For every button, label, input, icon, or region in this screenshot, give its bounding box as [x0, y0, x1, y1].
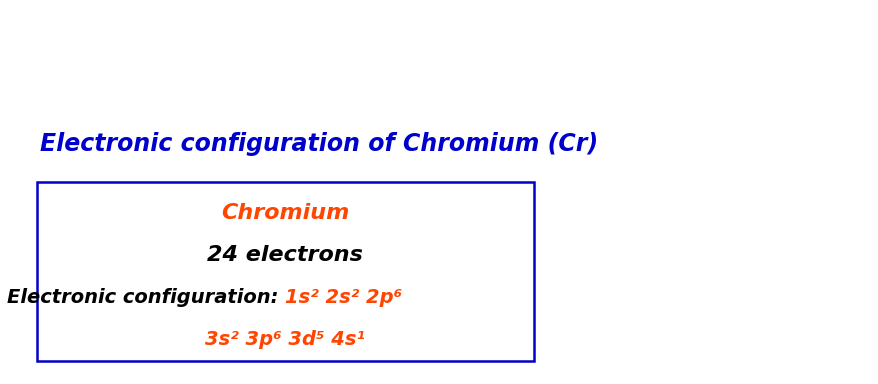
Text: 3s² 3p⁶ 3d⁵ 4s¹: 3s² 3p⁶ 3d⁵ 4s¹ [205, 330, 365, 349]
Text: Electronic configuration:: Electronic configuration: [7, 288, 284, 307]
Text: Electronic configuration of Chromium (Cr): Electronic configuration of Chromium (Cr… [40, 131, 597, 156]
Text: 1s² 2s² 2p⁶: 1s² 2s² 2p⁶ [284, 288, 402, 307]
Bar [37, 182, 533, 361]
Text: 24 electrons: 24 electrons [207, 245, 363, 265]
Text: Chromium: Chromium [221, 203, 349, 223]
